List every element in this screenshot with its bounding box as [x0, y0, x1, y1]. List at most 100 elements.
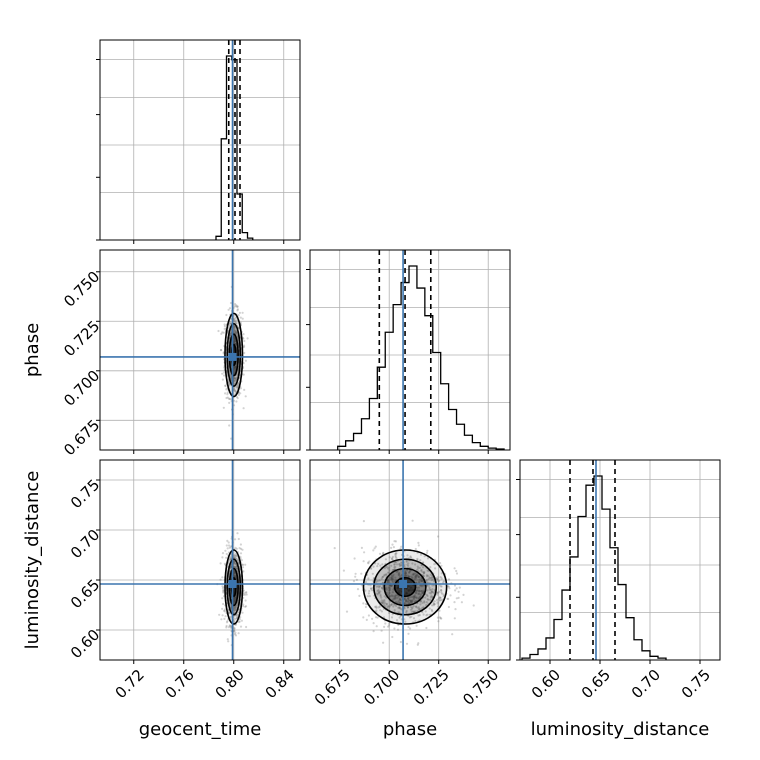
sample-point [407, 562, 410, 565]
sample-point [236, 384, 239, 387]
sample-point [431, 604, 434, 607]
sample-point [221, 607, 224, 610]
sample-point [428, 576, 431, 579]
sample-point [388, 611, 391, 615]
sample-point [234, 331, 237, 334]
sample-point [234, 332, 237, 335]
sample-point [238, 620, 241, 623]
x-tick-label: 0.65 [578, 666, 614, 702]
x-tick-label: 0.80 [212, 666, 248, 702]
sample-point [333, 547, 336, 550]
sample-point [224, 384, 227, 388]
sample-point [414, 619, 417, 623]
sample-point [426, 569, 429, 572]
sample-point [386, 605, 389, 608]
sample-point [236, 385, 239, 388]
sample-point [453, 601, 456, 604]
sample-point [229, 557, 232, 560]
sample-point [233, 556, 236, 559]
sample-point [405, 598, 408, 601]
sample-point [243, 339, 246, 343]
sample-point [378, 586, 381, 589]
sample-point [376, 565, 379, 568]
panel-frame [99, 249, 301, 451]
sample-point [387, 605, 390, 608]
sample-point [395, 619, 399, 622]
sample-point [235, 547, 238, 550]
sample-point [244, 605, 247, 608]
sample-point [433, 600, 436, 603]
sample-point [447, 585, 450, 588]
sample-point [227, 308, 230, 311]
sample-point [431, 588, 434, 591]
sample-point [420, 590, 423, 593]
sample-point [429, 596, 433, 599]
sample-point [224, 392, 227, 395]
sample-point [425, 614, 428, 617]
sample-point [407, 597, 410, 600]
sample-point [229, 374, 232, 377]
sample-point [388, 566, 391, 569]
sample-point [423, 601, 426, 604]
sample-point [413, 576, 417, 579]
sample-point [222, 590, 225, 593]
sample-point [437, 620, 440, 623]
sample-point [375, 605, 378, 608]
sample-point [429, 588, 432, 592]
sample-point [236, 386, 239, 390]
sample-point [410, 606, 413, 609]
sample-point [388, 622, 391, 625]
sample-point [407, 575, 410, 578]
sample-point [394, 555, 397, 559]
sample-point [382, 641, 385, 644]
sample-point [244, 591, 247, 594]
sample-point [396, 596, 399, 599]
sample-point [233, 324, 236, 327]
sample-point [393, 563, 396, 566]
sample-point [380, 586, 384, 590]
sample-point [234, 367, 237, 370]
sample-point [394, 594, 397, 597]
sample-point [220, 332, 223, 335]
sample-point [234, 365, 237, 368]
sample-point [228, 558, 231, 561]
sample-point [232, 575, 235, 578]
sample-point [417, 608, 420, 611]
sample-point [234, 365, 237, 368]
sample-point [367, 562, 370, 565]
y-axis-label-1: luminosity_distance [22, 471, 43, 650]
sample-point [233, 560, 236, 563]
sample-point [219, 562, 222, 565]
sample-point [371, 572, 374, 575]
sample-point [427, 577, 430, 581]
sample-point [375, 581, 378, 584]
sample-point [420, 578, 423, 581]
y-tick-label: 0.725 [60, 317, 103, 360]
sample-point [233, 597, 236, 600]
sample-point [417, 606, 420, 609]
sample-point [379, 585, 382, 588]
sample-point [241, 566, 245, 569]
sample-point [419, 580, 423, 583]
sample-point [234, 339, 237, 342]
sample-point [240, 547, 243, 551]
sample-point [455, 572, 459, 575]
sample-point [388, 586, 391, 590]
sample-point [421, 611, 424, 614]
sample-point [372, 630, 375, 633]
sample-point [404, 574, 407, 577]
sample-point [392, 573, 395, 576]
sample-point [387, 625, 390, 628]
sample-point [438, 590, 441, 593]
sample-point [225, 313, 228, 317]
sample-point [427, 584, 430, 587]
sample-point [376, 589, 379, 593]
sample-point [233, 606, 236, 609]
sample-point [389, 603, 392, 606]
sample-point [411, 577, 414, 580]
sample-point [390, 603, 393, 607]
sample-point [221, 585, 224, 588]
sample-point [409, 600, 412, 604]
sample-point [406, 563, 409, 566]
sample-point [403, 572, 407, 575]
